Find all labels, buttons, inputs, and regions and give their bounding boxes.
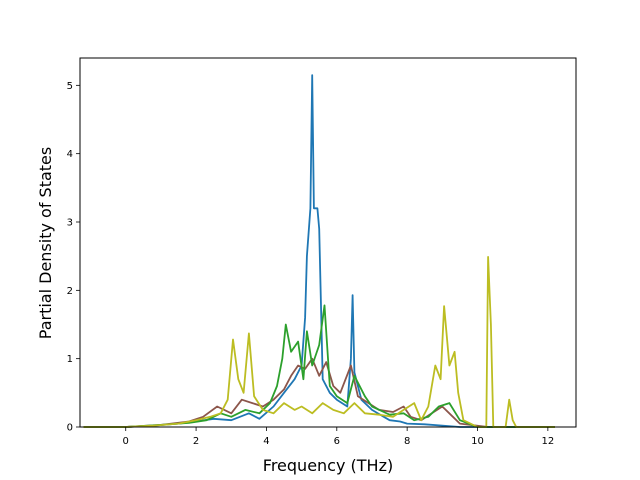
x-tick-label: 2 — [193, 436, 199, 447]
x-tick-label: 4 — [263, 436, 269, 447]
y-axis-label: Partial Density of States — [36, 147, 55, 339]
x-axis-ticks: 0 2 4 6 8 10 12 — [123, 427, 554, 447]
y-tick-label: 5 — [67, 81, 73, 92]
x-tick-label: 6 — [334, 436, 340, 447]
y-tick-label: 2 — [67, 286, 73, 297]
x-tick-label: 8 — [404, 436, 410, 447]
x-tick-label: 12 — [541, 436, 554, 447]
plot-frame — [79, 57, 577, 428]
y-tick-label: 0 — [67, 423, 73, 434]
series-line-4 — [83, 255, 555, 428]
x-tick-label: 10 — [471, 436, 484, 447]
y-axis-ticks: 0 1 2 3 4 5 — [67, 81, 80, 434]
y-tick-label: 3 — [67, 218, 73, 229]
x-tick-label: 0 — [123, 436, 129, 447]
x-axis-label: Frequency (THz) — [263, 456, 393, 475]
series-layer — [83, 74, 555, 428]
series-line-1 — [83, 74, 555, 428]
y-tick-label: 1 — [67, 354, 73, 365]
series-line-3 — [83, 304, 555, 428]
y-tick-label: 4 — [67, 149, 73, 160]
